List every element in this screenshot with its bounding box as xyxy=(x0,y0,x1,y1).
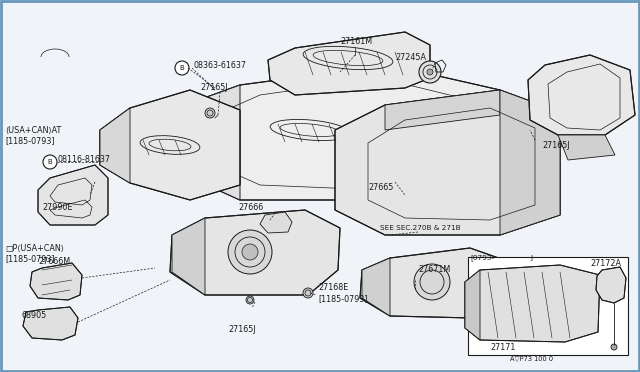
Polygon shape xyxy=(465,265,600,342)
Polygon shape xyxy=(170,210,340,295)
Polygon shape xyxy=(362,258,390,316)
Circle shape xyxy=(246,296,254,304)
Circle shape xyxy=(611,344,617,350)
Polygon shape xyxy=(465,270,480,340)
Polygon shape xyxy=(38,165,108,225)
Text: J: J xyxy=(530,255,532,261)
Text: 08363-61637: 08363-61637 xyxy=(193,61,246,70)
Circle shape xyxy=(43,155,57,169)
Text: [1185-0793]: [1185-0793] xyxy=(5,254,54,263)
Text: SEE SEC.270B & 271B: SEE SEC.270B & 271B xyxy=(380,225,461,231)
Polygon shape xyxy=(172,218,205,295)
Polygon shape xyxy=(260,212,292,233)
Text: 27666: 27666 xyxy=(238,203,263,212)
Circle shape xyxy=(205,108,215,118)
Polygon shape xyxy=(185,65,500,200)
Text: 27172A: 27172A xyxy=(590,259,621,267)
Circle shape xyxy=(414,264,450,300)
Circle shape xyxy=(427,69,433,75)
Circle shape xyxy=(228,230,272,274)
Circle shape xyxy=(175,61,189,75)
Text: [1185-0793]: [1185-0793] xyxy=(5,137,54,145)
Text: B: B xyxy=(47,159,52,165)
Text: 27161M: 27161M xyxy=(340,38,372,46)
Polygon shape xyxy=(30,263,82,300)
Polygon shape xyxy=(558,135,615,160)
Polygon shape xyxy=(100,90,240,200)
Polygon shape xyxy=(596,267,626,303)
Text: [0793-: [0793- xyxy=(470,254,494,262)
Polygon shape xyxy=(335,90,560,235)
Polygon shape xyxy=(500,90,560,235)
Polygon shape xyxy=(185,85,240,200)
Polygon shape xyxy=(268,32,430,95)
Polygon shape xyxy=(23,307,78,340)
Circle shape xyxy=(242,244,258,260)
Polygon shape xyxy=(385,90,500,130)
Text: 27165J: 27165J xyxy=(542,141,570,150)
Text: 68905: 68905 xyxy=(22,311,47,320)
Polygon shape xyxy=(528,55,635,135)
Text: [1185-0793]: [1185-0793] xyxy=(318,295,367,304)
Text: 27165J: 27165J xyxy=(200,83,228,93)
Circle shape xyxy=(419,61,441,83)
Circle shape xyxy=(303,288,313,298)
Text: A▽P73 100 0: A▽P73 100 0 xyxy=(510,355,553,361)
Text: 27168E: 27168E xyxy=(318,283,348,292)
Polygon shape xyxy=(360,248,510,318)
Text: 27171: 27171 xyxy=(490,343,515,353)
Text: 27666M: 27666M xyxy=(38,257,70,266)
Text: 27245A: 27245A xyxy=(395,54,426,62)
Bar xyxy=(468,257,628,355)
Text: 27671M: 27671M xyxy=(418,266,451,275)
Text: ⟨USA+CAN⟩AT: ⟨USA+CAN⟩AT xyxy=(5,125,61,135)
Polygon shape xyxy=(100,108,130,183)
Text: 27165J: 27165J xyxy=(228,326,255,334)
Text: 08116-81637: 08116-81637 xyxy=(58,155,111,164)
Text: □P⟨USA+CAN⟩: □P⟨USA+CAN⟩ xyxy=(5,244,64,253)
Text: 27665: 27665 xyxy=(368,183,394,192)
Text: 27990E: 27990E xyxy=(42,202,72,212)
Text: B: B xyxy=(180,65,184,71)
